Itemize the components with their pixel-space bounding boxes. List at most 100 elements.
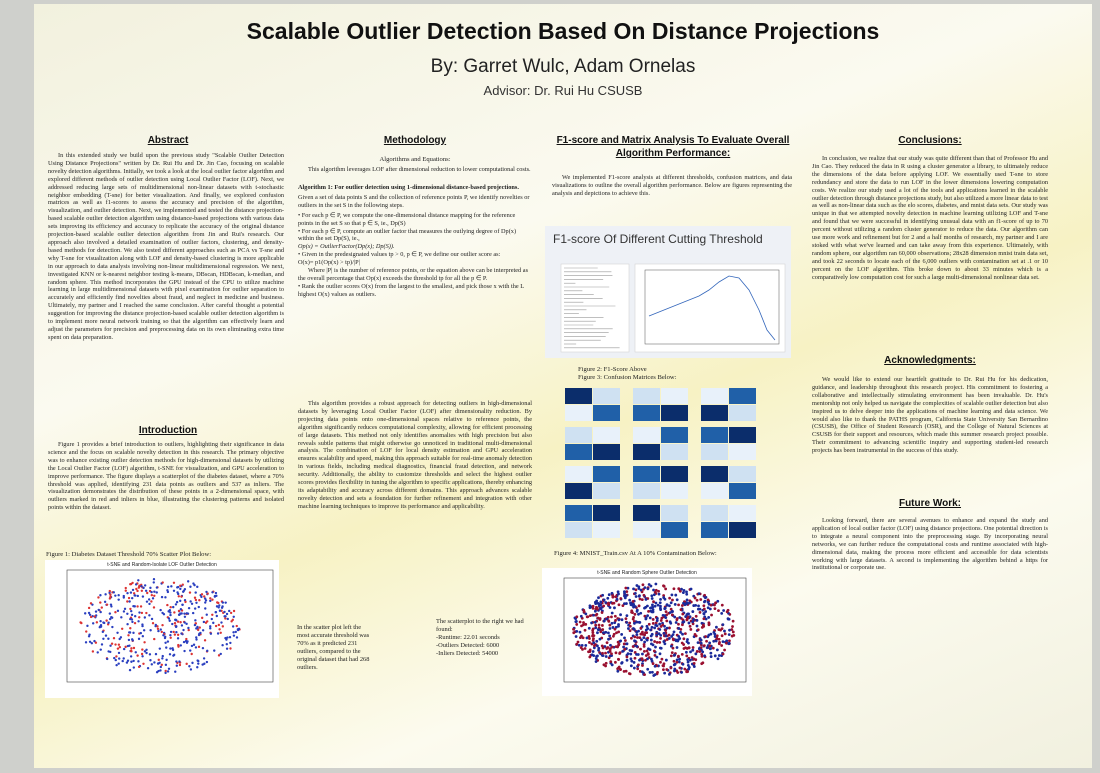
point bbox=[689, 650, 692, 654]
point bbox=[702, 607, 706, 611]
point bbox=[594, 613, 598, 617]
point bbox=[665, 619, 669, 623]
point bbox=[717, 637, 721, 641]
point bbox=[188, 665, 191, 668]
point bbox=[630, 609, 634, 613]
point bbox=[727, 641, 731, 645]
point bbox=[717, 628, 721, 631]
point bbox=[675, 598, 679, 602]
point bbox=[192, 643, 196, 646]
point bbox=[669, 654, 673, 658]
point bbox=[149, 629, 152, 632]
point bbox=[644, 617, 648, 621]
point bbox=[232, 634, 236, 637]
point bbox=[215, 605, 219, 608]
point bbox=[161, 581, 164, 584]
point bbox=[108, 612, 112, 615]
point bbox=[130, 660, 133, 663]
point bbox=[224, 636, 227, 640]
point bbox=[621, 604, 625, 607]
point bbox=[640, 638, 643, 642]
point bbox=[598, 637, 602, 641]
point bbox=[686, 664, 690, 667]
point bbox=[105, 657, 109, 661]
point bbox=[706, 606, 710, 610]
point bbox=[583, 628, 587, 632]
point bbox=[593, 609, 597, 613]
point bbox=[190, 652, 193, 656]
point bbox=[625, 621, 629, 624]
point bbox=[721, 640, 725, 644]
point bbox=[668, 611, 672, 614]
point bbox=[578, 620, 582, 624]
point bbox=[185, 641, 189, 644]
matrix-cell bbox=[701, 427, 728, 443]
point bbox=[169, 630, 173, 634]
point bbox=[145, 611, 148, 615]
point bbox=[142, 662, 145, 665]
point bbox=[611, 595, 615, 599]
point bbox=[174, 670, 177, 673]
point bbox=[156, 627, 160, 631]
algorithm-line: • For each p ∈ P, compute an outlier fac… bbox=[298, 227, 517, 243]
point bbox=[641, 583, 645, 587]
heading: F1-score and Matrix Analysis To Evaluate… bbox=[556, 135, 790, 159]
point bbox=[654, 582, 658, 586]
point bbox=[705, 639, 708, 643]
point bbox=[189, 668, 193, 671]
point bbox=[593, 600, 597, 604]
point bbox=[668, 596, 672, 600]
point bbox=[122, 647, 126, 651]
point bbox=[206, 649, 209, 653]
point bbox=[671, 610, 674, 614]
point bbox=[716, 599, 720, 603]
point bbox=[140, 652, 144, 656]
point bbox=[184, 600, 187, 604]
point bbox=[114, 594, 117, 597]
point bbox=[635, 630, 639, 634]
point bbox=[111, 625, 114, 629]
point bbox=[652, 649, 656, 653]
matrix-cell bbox=[633, 522, 660, 538]
point bbox=[642, 650, 646, 653]
point bbox=[599, 630, 603, 634]
point bbox=[180, 612, 183, 615]
point bbox=[625, 655, 629, 659]
point bbox=[669, 601, 673, 605]
matrix-cell bbox=[661, 483, 688, 499]
point bbox=[655, 641, 659, 644]
point bbox=[700, 652, 704, 656]
point bbox=[686, 638, 689, 641]
point bbox=[684, 615, 688, 618]
point bbox=[681, 632, 684, 636]
point bbox=[202, 620, 206, 624]
point bbox=[680, 587, 683, 591]
point bbox=[136, 654, 139, 657]
point bbox=[85, 630, 88, 633]
point bbox=[174, 603, 178, 606]
matrix-cell bbox=[593, 427, 620, 443]
point bbox=[99, 601, 102, 604]
point bbox=[108, 589, 111, 593]
point bbox=[645, 638, 649, 642]
point bbox=[634, 588, 638, 592]
point bbox=[732, 634, 736, 637]
point bbox=[132, 659, 135, 663]
point bbox=[650, 642, 653, 646]
point bbox=[161, 657, 164, 660]
point bbox=[592, 613, 596, 617]
point bbox=[680, 652, 684, 656]
point bbox=[673, 615, 677, 619]
point bbox=[167, 617, 171, 620]
point bbox=[664, 587, 668, 591]
f1-figure bbox=[560, 263, 786, 353]
point bbox=[672, 659, 676, 663]
point bbox=[682, 620, 686, 624]
point bbox=[692, 665, 696, 668]
point bbox=[693, 632, 697, 636]
point bbox=[608, 623, 612, 627]
point bbox=[633, 656, 637, 660]
point bbox=[204, 607, 207, 610]
algorithm-line: Op(x) = OutlierFactor(Dp(x); Dp(S)). bbox=[298, 243, 395, 251]
point bbox=[687, 667, 691, 671]
